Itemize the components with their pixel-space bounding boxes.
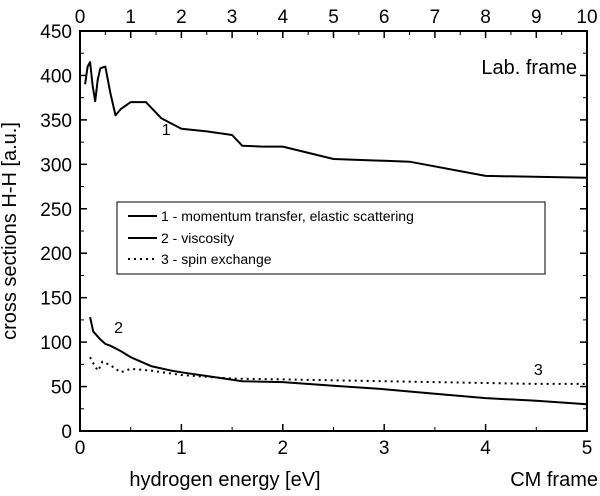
x-bottom-tick-label: 3 bbox=[379, 438, 390, 459]
y-tick-label: 100 bbox=[40, 333, 72, 354]
x-top-tick-label: 8 bbox=[480, 7, 491, 28]
x-bottom-tick-label: 2 bbox=[278, 438, 289, 459]
y-tick-label: 0 bbox=[61, 422, 72, 443]
y-axis-title: cross sections H-H [a.u.] bbox=[0, 122, 21, 340]
y-tick-label: 250 bbox=[40, 200, 72, 221]
legend-entry-2: 2 - viscosity bbox=[161, 230, 234, 246]
x-top-tick-label: 9 bbox=[531, 7, 542, 28]
series-line-1 bbox=[84, 61, 588, 179]
x-top-tick-label: 2 bbox=[176, 7, 187, 28]
curve-label-2: 2 bbox=[114, 320, 123, 337]
cm-frame-label: CM frame bbox=[510, 469, 598, 491]
x-bottom-tick-label: 1 bbox=[176, 438, 187, 459]
y-tick-label: 200 bbox=[40, 244, 72, 265]
y-tick-label: 400 bbox=[40, 66, 72, 87]
curve-label-3: 3 bbox=[534, 362, 543, 379]
legend: 1 - momentum transfer, elastic scatterin… bbox=[116, 201, 546, 275]
y-tick-label: 350 bbox=[40, 111, 72, 132]
series-line-2 bbox=[89, 316, 588, 406]
legend-entry-3: 3 - spin exchange bbox=[161, 251, 272, 267]
x-top-tick-label: 1 bbox=[125, 7, 136, 28]
curve-label-1: 1 bbox=[162, 122, 171, 139]
y-tick-label: 150 bbox=[40, 289, 72, 310]
y-tick-label: 50 bbox=[51, 378, 72, 399]
x-top-tick-label: 5 bbox=[328, 7, 339, 28]
y-tick-label: 450 bbox=[40, 22, 72, 43]
lab-frame-label: Lab. frame bbox=[481, 57, 577, 79]
x-top-tick-label: 7 bbox=[430, 7, 441, 28]
x-top-tick-label: 6 bbox=[379, 7, 390, 28]
x-top-tick-label: 10 bbox=[576, 7, 597, 28]
legend-box bbox=[116, 201, 546, 275]
x-top-tick-label: 3 bbox=[227, 7, 238, 28]
series-layer: 1 2 3 bbox=[84, 61, 588, 406]
x-axis-title: hydrogen energy [eV] bbox=[129, 469, 320, 491]
y-tick-label: 300 bbox=[40, 155, 72, 176]
x-bottom-tick-label: 5 bbox=[582, 438, 593, 459]
ticks-layer: 0 1 2 3 4 50 1 2 3 4 5 6 7 8 9 100501001502002503003504… bbox=[40, 7, 597, 459]
series-line-3 bbox=[89, 356, 587, 385]
x-bottom-tick-label: 4 bbox=[480, 438, 491, 459]
legend-entry-1: 1 - momentum transfer, elastic scatterin… bbox=[161, 208, 414, 224]
x-bottom-tick-label: 0 bbox=[75, 438, 86, 459]
x-top-tick-label: 0 bbox=[75, 7, 86, 28]
x-top-tick-label: 4 bbox=[278, 7, 289, 28]
